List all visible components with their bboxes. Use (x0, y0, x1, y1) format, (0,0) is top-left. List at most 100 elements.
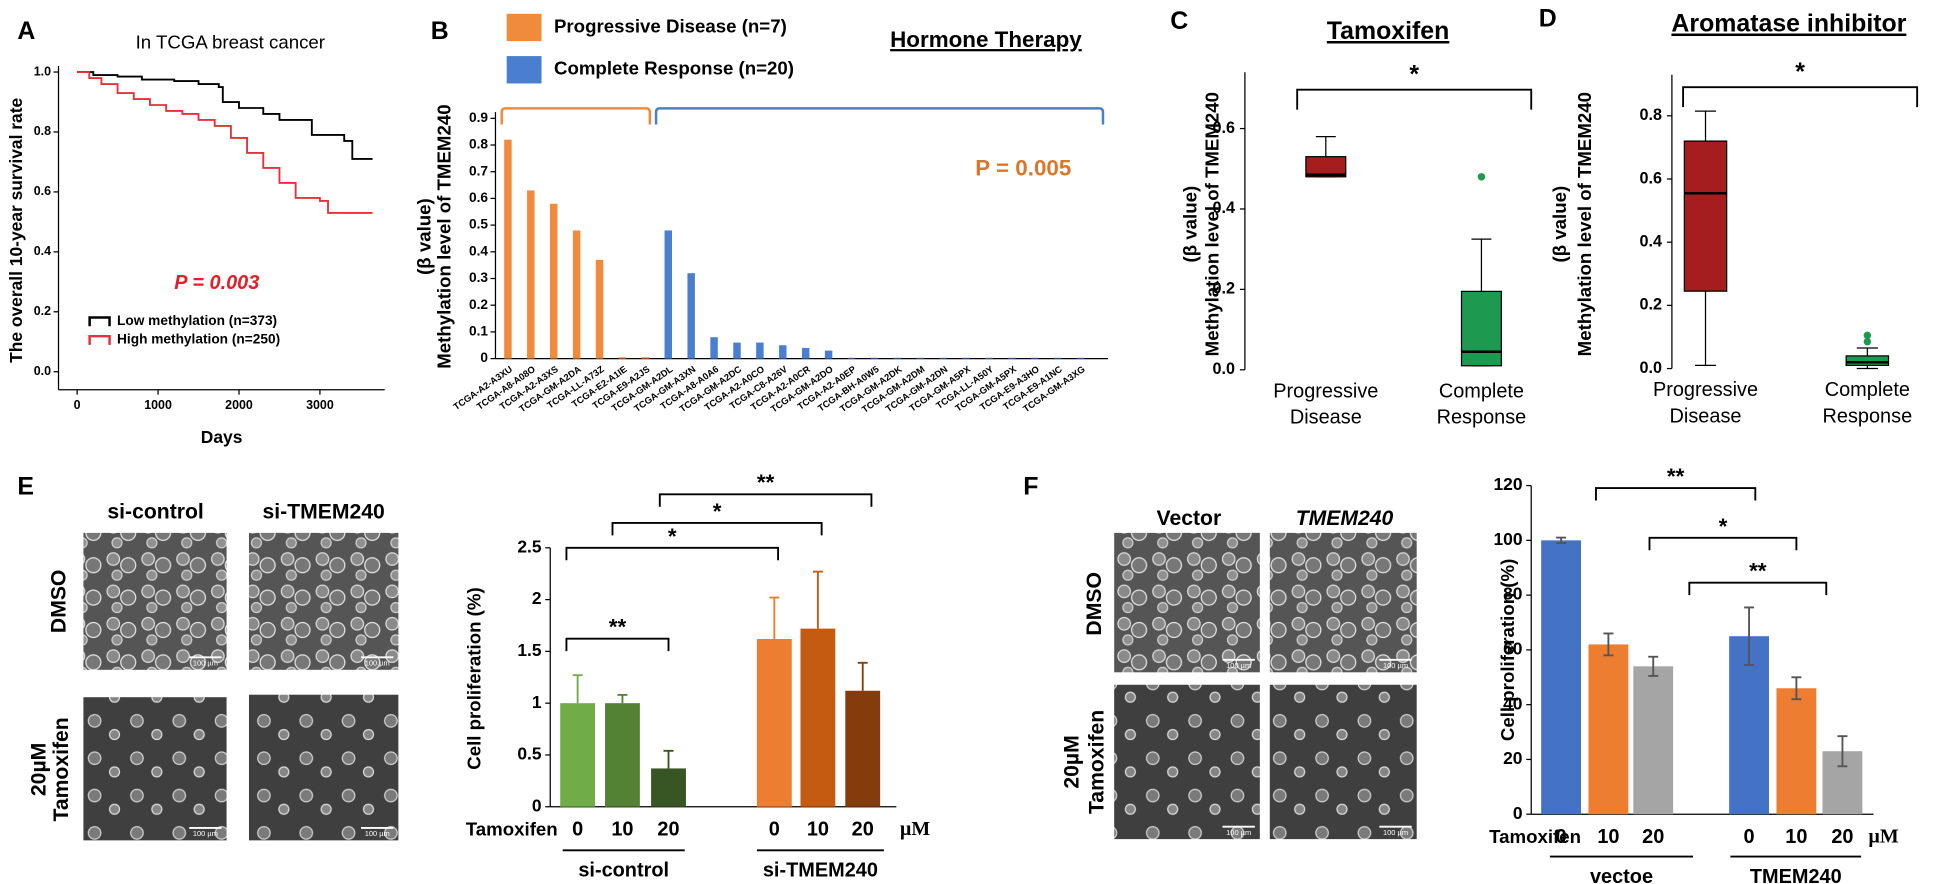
group-label: TMEM240 (1750, 866, 1842, 884)
x-tick-label: Disease (1290, 407, 1362, 429)
outlier (1863, 337, 1872, 346)
y-axis-label: Cell proliferation (%) (463, 587, 484, 769)
x-tick-label: 3000 (306, 398, 334, 412)
bar (847, 357, 856, 359)
y-axis-label: Methylation level of TMEM240 (1202, 92, 1223, 356)
x-tick-label: 0 (769, 819, 780, 841)
panel-label: A (17, 17, 35, 45)
bar (651, 768, 686, 807)
y-tick-label: 0.4 (1212, 199, 1234, 217)
bar (1633, 666, 1674, 815)
legend-swatch (88, 316, 111, 327)
bar (572, 230, 581, 359)
bar (870, 357, 879, 359)
y-tick-label: 2 (532, 588, 542, 608)
column-label: si-TMEM240 (263, 501, 385, 524)
micrograph (83, 697, 227, 841)
x-axis-label: Tamoxifen (1489, 826, 1581, 847)
row-label: DMSO (1083, 572, 1106, 635)
y-tick-label: 0 (480, 350, 488, 365)
significance-label: ** (757, 470, 775, 495)
y-tick-label: 0.0 (1212, 360, 1234, 378)
micrograph (1269, 684, 1417, 840)
x-tick-label: Progressive (1653, 379, 1758, 401)
y-tick-label: 0 (1513, 803, 1523, 823)
bar (1776, 688, 1817, 815)
significance-label: * (713, 499, 722, 524)
x-tick-label: Complete (1439, 380, 1524, 402)
legend-label: Low methylation (n=373) (117, 313, 277, 328)
significance-bracket (565, 637, 670, 652)
bar (618, 357, 627, 359)
x-tick-label: 20 (1642, 826, 1664, 848)
bar (893, 357, 902, 359)
y-tick-label: 0.4 (469, 243, 488, 258)
bar (687, 273, 695, 359)
y-tick-label: 0.7 (469, 163, 488, 178)
group-brace (654, 107, 1105, 125)
legend-label: High methylation (n=250) (117, 332, 280, 347)
scale-bar-label: 100 µm (193, 829, 218, 838)
significance-bracket (1595, 487, 1757, 501)
y-tick-label: 80 (1503, 584, 1522, 604)
panel-label: E (17, 473, 34, 501)
legend-label: Progressive Disease (n=7) (554, 15, 787, 36)
unit-label: µM (1868, 825, 1898, 847)
bar (985, 357, 993, 359)
scale-bar-label: 100 µm (365, 829, 390, 838)
bar (779, 345, 787, 359)
x-tick-label: 1000 (144, 398, 172, 412)
significance-label: * (1719, 514, 1728, 539)
subtitle: Hormone Therapy (890, 27, 1082, 52)
y-tick-label: 1.5 (517, 640, 542, 660)
significance-label: * (1409, 61, 1419, 89)
annotation: P = 0.005 (975, 155, 1071, 180)
bar (1588, 644, 1629, 815)
bar (641, 357, 650, 359)
y-tick-label: 0.6 (469, 190, 488, 205)
x-tick-label: 0 (1744, 826, 1755, 848)
y-tick-label: 2.5 (517, 536, 542, 556)
bar (595, 259, 604, 359)
box (1305, 156, 1347, 178)
bar (1053, 357, 1062, 359)
group-label: si-TMEM240 (763, 860, 878, 882)
scale-bar-label: 100 µm (1226, 661, 1251, 670)
box (1845, 355, 1890, 367)
bar (756, 638, 792, 807)
row-label: 20µM (27, 743, 50, 796)
x-tick-label: 0 (1556, 826, 1567, 848)
y-tick-label: 0.6 (1639, 169, 1661, 187)
bar (733, 342, 741, 359)
significance-bracket (611, 521, 823, 536)
x-axis-label: Tamoxifen (466, 818, 558, 839)
group-label: si-control (578, 860, 669, 882)
row-label: Tamoxifen (50, 717, 73, 821)
chart-title: Aromatase inhibitor (1671, 10, 1906, 38)
significance-label: * (1795, 58, 1805, 86)
bar (605, 703, 640, 807)
scale-bar-label: 100 µm (193, 659, 218, 668)
bar (824, 350, 833, 359)
significance-label: * (668, 524, 677, 549)
y-tick-label: 0.0 (34, 364, 51, 378)
chart-title: In TCGA breast cancer (136, 32, 325, 53)
bar (1008, 357, 1016, 359)
y-tick-label: 120 (1493, 474, 1522, 494)
x-tick-label: Progressive (1273, 380, 1378, 402)
legend-swatch (506, 13, 542, 42)
x-tick-label: Response (1823, 405, 1913, 427)
box (1683, 140, 1728, 292)
group-label: vectoe (1590, 866, 1653, 884)
bar (845, 690, 881, 807)
y-tick-label: 0.6 (34, 184, 51, 198)
x-tick-label: 20 (852, 819, 874, 841)
y-tick-label: 0.9 (469, 110, 488, 125)
y-tick-label: 1 (532, 692, 542, 712)
bar (1031, 357, 1039, 359)
chart-title: Tamoxifen (1327, 17, 1450, 45)
y-axis-label: Methylation level of TMEM240 (434, 104, 455, 368)
y-tick-label: 0.5 (469, 217, 488, 232)
x-tick-label: Disease (1670, 405, 1742, 427)
